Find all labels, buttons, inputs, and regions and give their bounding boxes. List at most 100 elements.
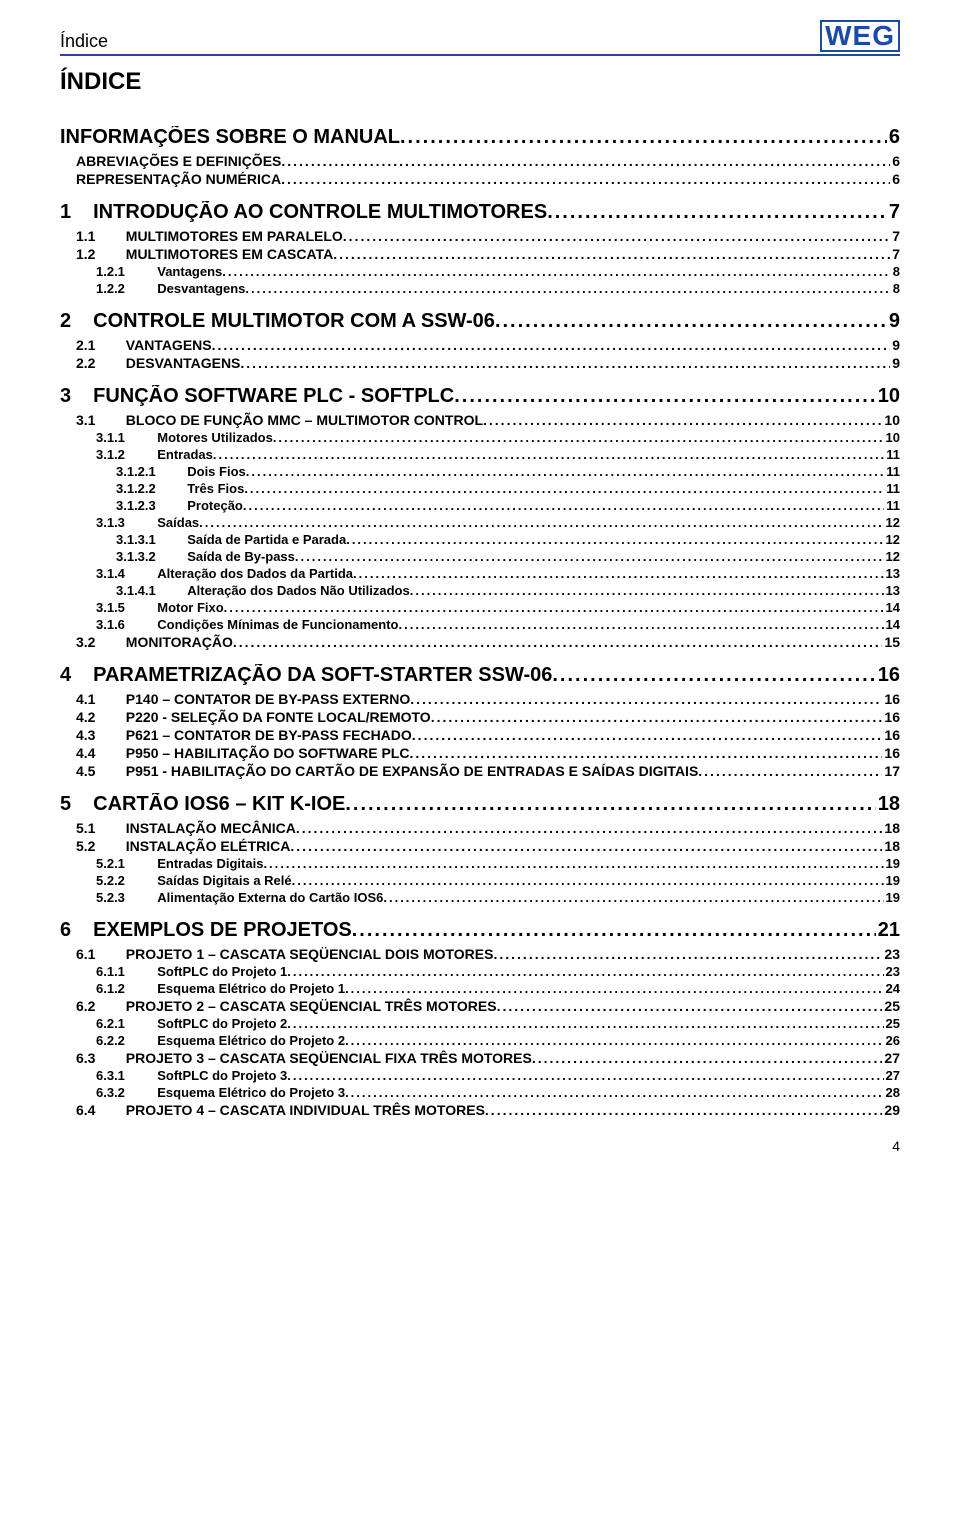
toc-label: MULTIMOTORES EM PARALELO	[126, 228, 343, 244]
toc-leader-dots	[287, 964, 883, 979]
toc-entry: 6.3.1 SoftPLC do Projeto 327	[96, 1068, 900, 1083]
toc-label: INSTALAÇÃO MECÂNICA	[126, 820, 296, 836]
toc-number: 1.2.1	[96, 264, 150, 279]
toc-label: SoftPLC do Projeto 3	[157, 1068, 287, 1083]
toc-page: 17	[882, 763, 900, 779]
toc-label: SoftPLC do Projeto 1	[157, 964, 287, 979]
toc-page: 19	[884, 873, 900, 888]
toc-leader-dots	[333, 246, 890, 262]
toc-page: 13	[884, 566, 900, 581]
toc-entry: 3.1.3.2 Saída de By-pass12	[116, 549, 900, 564]
toc-entry: 5.2.1 Entradas Digitais19	[96, 856, 900, 871]
toc-leader-dots	[245, 281, 890, 296]
toc-page: 11	[884, 481, 900, 496]
toc-label: Saída de By-pass	[187, 549, 295, 564]
toc-entry: 5.2.3 Alimentação Externa do Cartão IOS6…	[96, 890, 900, 905]
toc-page: 10	[884, 430, 900, 445]
toc-entry: 6 EXEMPLOS DE PROJETOS21	[60, 919, 900, 942]
toc-page: 9	[887, 310, 900, 333]
toc-entry: 3.1.2.2 Três Fios11	[116, 481, 900, 496]
toc-entry: 3.1.3 Saídas12	[96, 515, 900, 530]
toc-page: 9	[890, 355, 900, 371]
toc-number: 5.2.3	[96, 890, 150, 905]
toc-leader-dots	[483, 412, 882, 428]
toc-entry: 1.2.2 Desvantagens8	[96, 281, 900, 296]
page-header: Índice WEG	[60, 20, 900, 56]
toc-label: MULTIMOTORES EM CASCATA	[126, 246, 333, 262]
toc-label: REPRESENTAÇÃO NUMÉRICA	[76, 171, 281, 187]
toc-page: 29	[882, 1102, 900, 1118]
toc-entry: 3.1.2.1 Dois Fios11	[116, 464, 900, 479]
toc-page: 6	[887, 126, 900, 149]
toc-label: SoftPLC do Projeto 2	[157, 1016, 287, 1031]
toc-entry: 4.1 P140 – CONTATOR DE BY-PASS EXTERNO16	[76, 691, 900, 707]
toc-label: Alimentação Externa do Cartão IOS6	[157, 890, 383, 905]
toc-number: 6.1	[76, 946, 118, 962]
toc-entry: 3.1.2 Entradas11	[96, 447, 900, 462]
toc-leader-dots	[295, 549, 884, 564]
toc-entry: 1 INTRODUÇÃO AO CONTROLE MULTIMOTORES7	[60, 201, 900, 224]
toc-number: 5.2.2	[96, 873, 150, 888]
toc-entry: 6.3.2 Esquema Elétrico do Projeto 328	[96, 1085, 900, 1100]
toc-leader-dots	[398, 617, 883, 632]
toc-number: 3.1	[76, 412, 118, 428]
toc-leader-dots	[343, 228, 890, 244]
page-title: ÍNDICE	[60, 68, 900, 96]
toc-label: Esquema Elétrico do Projeto 1	[157, 981, 345, 996]
toc-leader-dots	[353, 566, 884, 581]
toc-label: Condições Mínimas de Funcionamento	[157, 617, 398, 632]
toc-entry: 1.1 MULTIMOTORES EM PARALELO7	[76, 228, 900, 244]
toc-number: 3.1.2.3	[116, 498, 180, 513]
toc-leader-dots	[199, 515, 883, 530]
toc-entry: 5.2.2 Saídas Digitais a Relé19	[96, 873, 900, 888]
toc-leader-dots	[346, 532, 883, 547]
toc-number: 2.1	[76, 337, 118, 353]
toc-entry: 4.4 P950 – HABILITAÇÃO DO SOFTWARE PLC16	[76, 745, 900, 761]
toc-label: Motores Utilizados	[157, 430, 273, 445]
toc-leader-dots	[547, 201, 887, 224]
toc-label: DESVANTAGENS	[126, 355, 241, 371]
toc-leader-dots	[281, 171, 890, 187]
toc-number: 2	[60, 310, 82, 333]
toc-entry: 1.2.1 Vantagens8	[96, 264, 900, 279]
toc-number: 1	[60, 201, 82, 224]
toc-number: 6	[60, 919, 82, 942]
toc-entry: 3.1.3.1 Saída de Partida e Parada12	[116, 532, 900, 547]
toc-leader-dots	[485, 1102, 883, 1118]
toc-page: 6	[890, 171, 900, 187]
toc-leader-dots	[296, 820, 883, 836]
toc-number: 3.1.2	[96, 447, 150, 462]
toc-entry: 6.2 PROJETO 2 – CASCATA SEQÜENCIAL TRÊS …	[76, 998, 900, 1014]
toc-label: P621 – CONTATOR DE BY-PASS FECHADO	[126, 727, 412, 743]
toc-page: 18	[882, 838, 900, 854]
toc-entry: 3.1.5 Motor Fixo14	[96, 600, 900, 615]
toc-label: Vantagens	[157, 264, 222, 279]
toc-number: 6.3.1	[96, 1068, 150, 1083]
toc-entry: 6.2.2 Esquema Elétrico do Projeto 226	[96, 1033, 900, 1048]
toc-number: 1.2.2	[96, 281, 150, 296]
toc-page: 26	[884, 1033, 900, 1048]
toc-label: PROJETO 1 – CASCATA SEQÜENCIAL DOIS MOTO…	[126, 946, 494, 962]
table-of-contents: INFORMAÇÕES SOBRE O MANUAL6ABREVIAÇÕES E…	[60, 126, 900, 1118]
toc-page: 11	[884, 447, 900, 462]
toc-entry: 4 PARAMETRIZAÇÃO DA SOFT-STARTER SSW-061…	[60, 664, 900, 687]
toc-leader-dots	[233, 634, 883, 650]
toc-label: Três Fios	[187, 481, 244, 496]
toc-page: 11	[884, 464, 900, 479]
toc-page: 9	[890, 337, 900, 353]
toc-label: BLOCO DE FUNÇÃO MMC – MULTIMOTOR CONTROL	[126, 412, 483, 428]
toc-label: Desvantagens	[157, 281, 245, 296]
toc-number: 3.1.2.1	[116, 464, 180, 479]
toc-entry: 4.5 P951 - HABILITAÇÃO DO CARTÃO DE EXPA…	[76, 763, 900, 779]
toc-leader-dots	[287, 1068, 883, 1083]
toc-entry: 2.1 VANTAGENS9	[76, 337, 900, 353]
toc-page: 11	[884, 498, 900, 513]
toc-label: Saídas	[157, 515, 199, 530]
toc-label: INTRODUÇÃO AO CONTROLE MULTIMOTORES	[93, 201, 547, 224]
toc-entry: 6.3 PROJETO 3 – CASCATA SEQÜENCIAL FIXA …	[76, 1050, 900, 1066]
toc-leader-dots	[281, 153, 890, 169]
toc-page: 23	[884, 964, 900, 979]
toc-entry: 3.1.4.1 Alteração dos Dados Não Utilizad…	[116, 583, 900, 598]
toc-number: 6.2.1	[96, 1016, 150, 1031]
toc-leader-dots	[273, 430, 884, 445]
